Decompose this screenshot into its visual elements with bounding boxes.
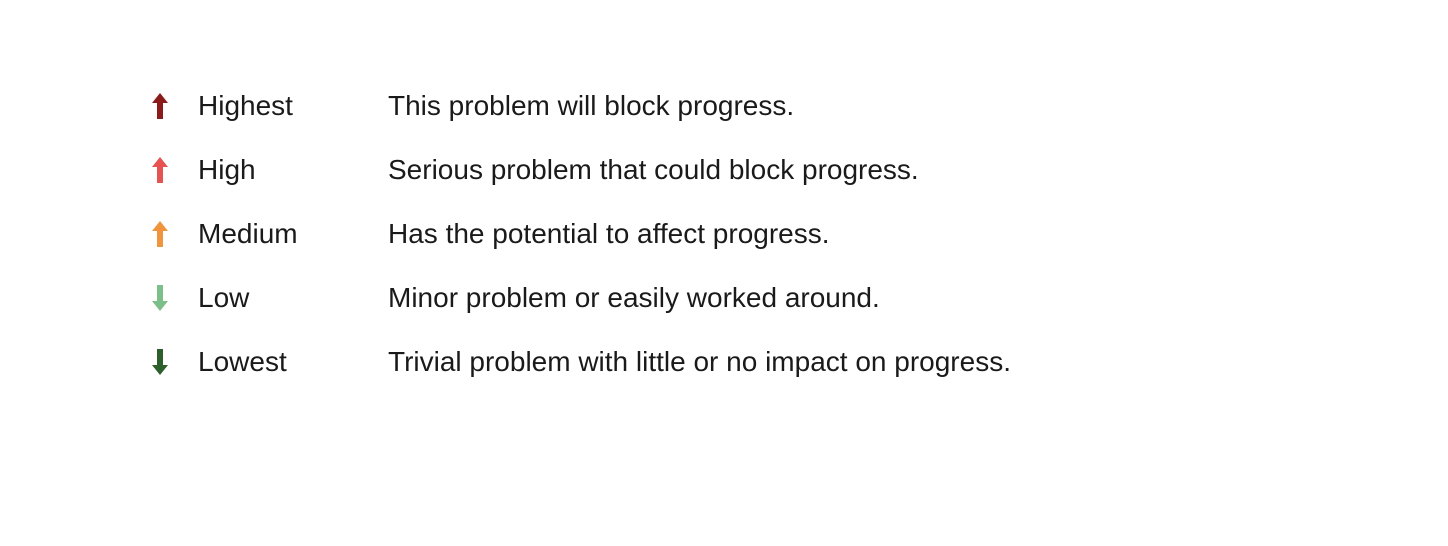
priority-description: Minor problem or easily worked around.: [388, 282, 880, 314]
priority-row-high: High Serious problem that could block pr…: [150, 154, 1448, 186]
priority-label: Lowest: [198, 346, 388, 378]
priority-label: High: [198, 154, 388, 186]
priority-row-low: Low Minor problem or easily worked aroun…: [150, 282, 1448, 314]
arrow-up-high-icon: [150, 155, 198, 185]
priority-list: Highest This problem will block progress…: [150, 90, 1448, 378]
arrow-up-highest-icon: [150, 91, 198, 121]
arrow-up-medium-icon: [150, 219, 198, 249]
arrow-down-low-icon: [150, 283, 198, 313]
priority-description: This problem will block progress.: [388, 90, 794, 122]
priority-row-lowest: Lowest Trivial problem with little or no…: [150, 346, 1448, 378]
arrow-down-lowest-icon: [150, 347, 198, 377]
priority-description: Serious problem that could block progres…: [388, 154, 919, 186]
priority-description: Has the potential to affect progress.: [388, 218, 830, 250]
priority-label: Low: [198, 282, 388, 314]
priority-label: Medium: [198, 218, 388, 250]
priority-label: Highest: [198, 90, 388, 122]
priority-description: Trivial problem with little or no impact…: [388, 346, 1011, 378]
priority-row-highest: Highest This problem will block progress…: [150, 90, 1448, 122]
priority-row-medium: Medium Has the potential to affect progr…: [150, 218, 1448, 250]
